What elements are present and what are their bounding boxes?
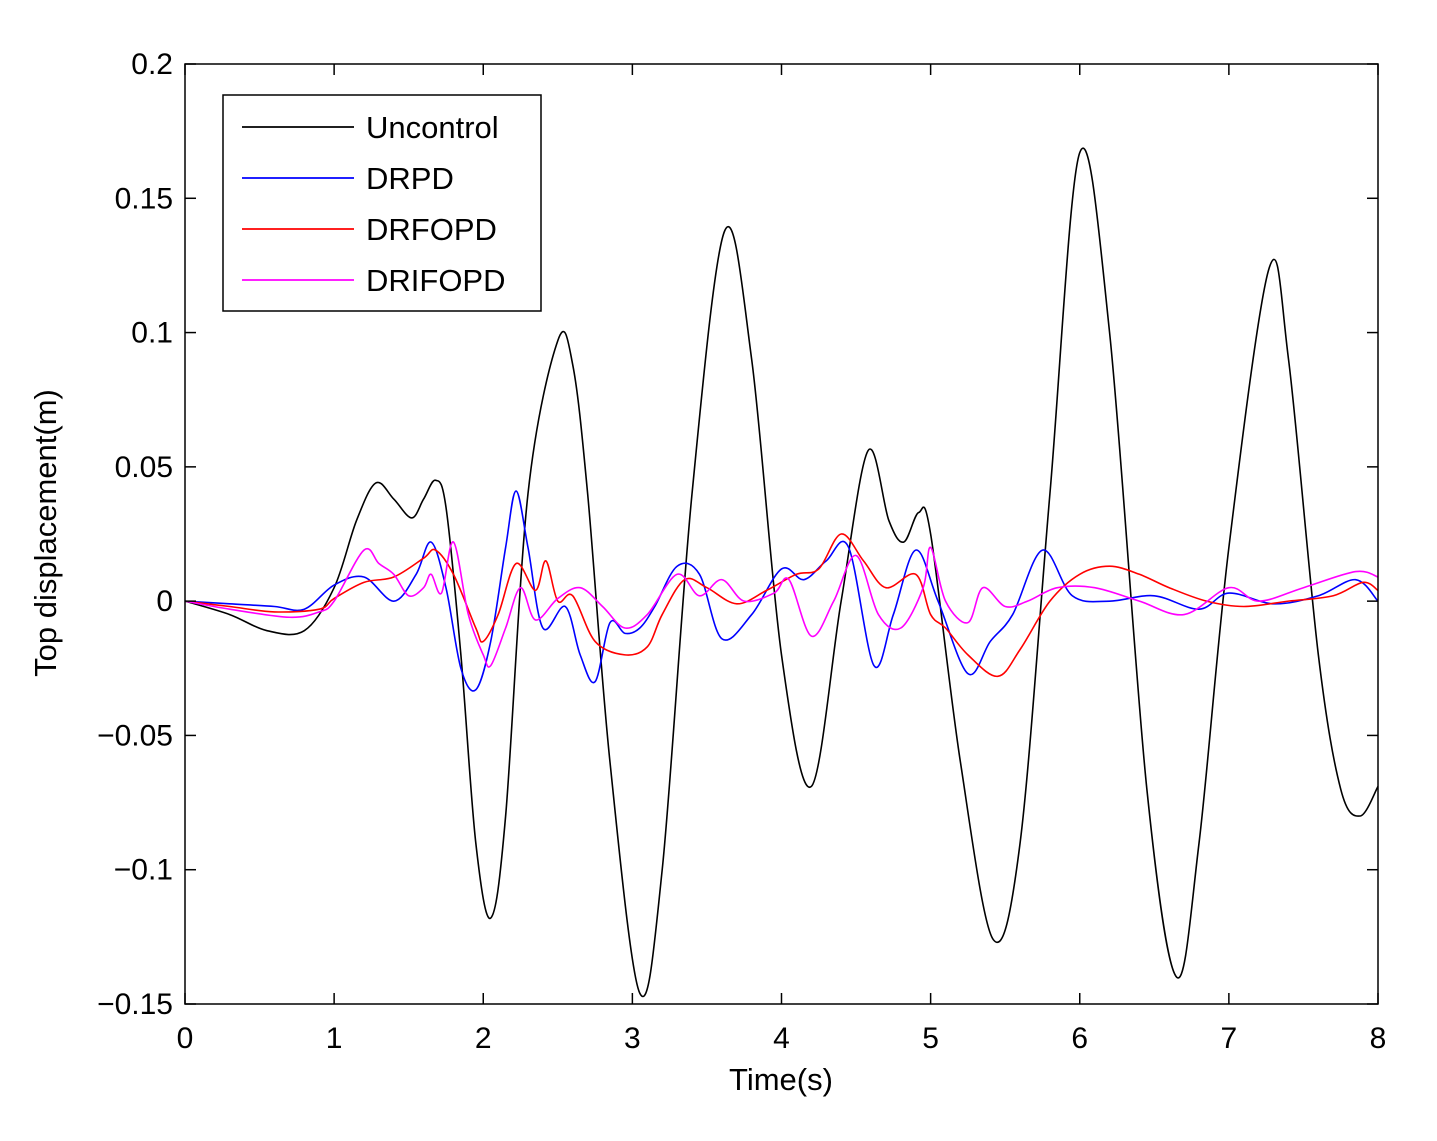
legend-box [222,94,542,312]
series-line-uncontrol [184,147,1379,998]
series-line-drfopd [184,533,1379,678]
y-tick-label: 0 [156,585,173,618]
legend-label-drfopd: DRFOPD [366,212,497,247]
x-tick-label: 0 [177,1022,194,1055]
series-lines [184,147,1379,998]
y-axis-label: Top displacement(m) [28,389,63,677]
y-tick-label: 0.05 [115,451,173,484]
series-line-drpd [184,490,1379,692]
x-tick-label: 5 [922,1022,939,1055]
legend-label-drifopd: DRIFOPD [366,263,506,298]
y-tick-label: 0.1 [131,317,173,350]
x-tick-label: 3 [624,1022,641,1055]
x-tick-label: 6 [1071,1022,1088,1055]
x-tick-label: 4 [773,1022,790,1055]
x-axis-label: Time(s) [729,1062,833,1097]
legend: Uncontrol DRPD DRFOPD DRIFOPD [222,94,542,312]
y-tick-label: −0.1 [114,854,173,887]
y-tick-labels: 0.2 0.15 0.1 0.05 0 −0.05 −0.1 −0.15 [97,48,173,1021]
x-tick-label: 7 [1221,1022,1238,1055]
y-tick-label: 0.15 [115,182,173,215]
y-tick-label: 0.2 [131,48,173,81]
x-tick-labels: 0 1 2 3 4 5 6 7 8 [177,1022,1387,1055]
x-tick-label: 8 [1370,1022,1387,1055]
legend-label-drpd: DRPD [366,161,454,196]
y-tick-label: −0.15 [97,988,173,1021]
axis-ticks [184,63,1379,1005]
y-tick-label: −0.05 [97,719,173,752]
legend-items: Uncontrol DRPD DRFOPD DRIFOPD [242,110,506,298]
legend-label-uncontrol: Uncontrol [366,110,499,145]
x-tick-label: 2 [475,1022,492,1055]
x-tick-label: 1 [326,1022,343,1055]
series-line-drifopd [184,541,1379,668]
